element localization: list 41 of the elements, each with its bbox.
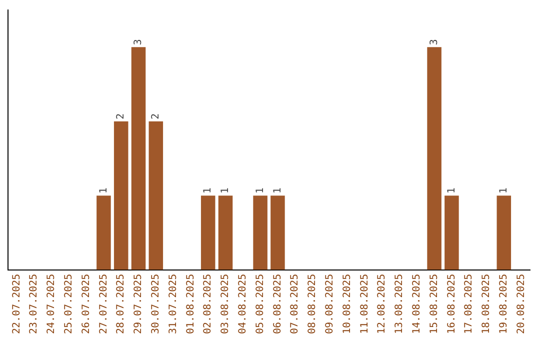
x-tick-label: 28.07.2025	[116, 274, 127, 334]
x-tick-label: 17.08.2025	[464, 274, 475, 334]
x-tick-label: 18.08.2025	[481, 274, 492, 334]
x-tick-label: 03.08.2025	[220, 274, 232, 334]
data-label: 3	[133, 39, 144, 46]
data-label: 3	[428, 39, 440, 46]
data-label: 1	[98, 188, 110, 194]
x-tick-label: 10.08.2025	[342, 274, 353, 334]
data-label: 2	[116, 113, 127, 120]
x-tick-label: 27.07.2025	[98, 274, 110, 334]
x-tick-label: 12.08.2025	[376, 274, 388, 334]
x-tick-label: 30.07.2025	[150, 274, 162, 334]
data-label: 1	[446, 188, 458, 194]
x-tick-label: 20.08.2025	[516, 274, 527, 334]
x-tick-label: 01.08.2025	[185, 274, 196, 334]
x-tick-label: 25.07.2025	[63, 274, 74, 334]
data-label: 1	[220, 188, 232, 194]
data-label: 1	[498, 188, 510, 194]
x-tick-label: 06.08.2025	[272, 274, 284, 334]
data-label: 1	[202, 188, 214, 194]
x-tick-label: 02.08.2025	[202, 274, 214, 334]
x-tick-label: 26.07.2025	[80, 274, 92, 334]
data-label: 1	[272, 188, 284, 194]
x-tick-label: 05.08.2025	[254, 274, 266, 334]
data-label: 1	[254, 188, 266, 194]
x-tick-label: 13.08.2025	[394, 274, 406, 334]
x-tick-label: 08.08.2025	[307, 274, 318, 334]
x-tick-label: 04.08.2025	[237, 274, 248, 334]
x-tick-label: 23.07.2025	[28, 274, 40, 334]
x-tick-label: 11.08.2025	[359, 274, 370, 334]
x-tick-label: 07.08.2025	[290, 274, 301, 334]
x-tick-label: 16.08.2025	[446, 274, 458, 334]
x-tick-label: 15.08.2025	[428, 274, 440, 334]
x-tick-label: 29.07.2025	[133, 274, 144, 334]
x-tick-label: 22.07.2025	[11, 274, 22, 334]
x-tick-label: 19.08.2025	[498, 274, 510, 334]
x-tick-label: 09.08.2025	[324, 274, 336, 334]
data-label: 2	[150, 113, 162, 120]
x-tick-label: 31.07.2025	[168, 274, 179, 334]
x-tick-label: 24.07.2025	[46, 274, 58, 334]
x-tick-label: 14.08.2025	[411, 274, 422, 334]
